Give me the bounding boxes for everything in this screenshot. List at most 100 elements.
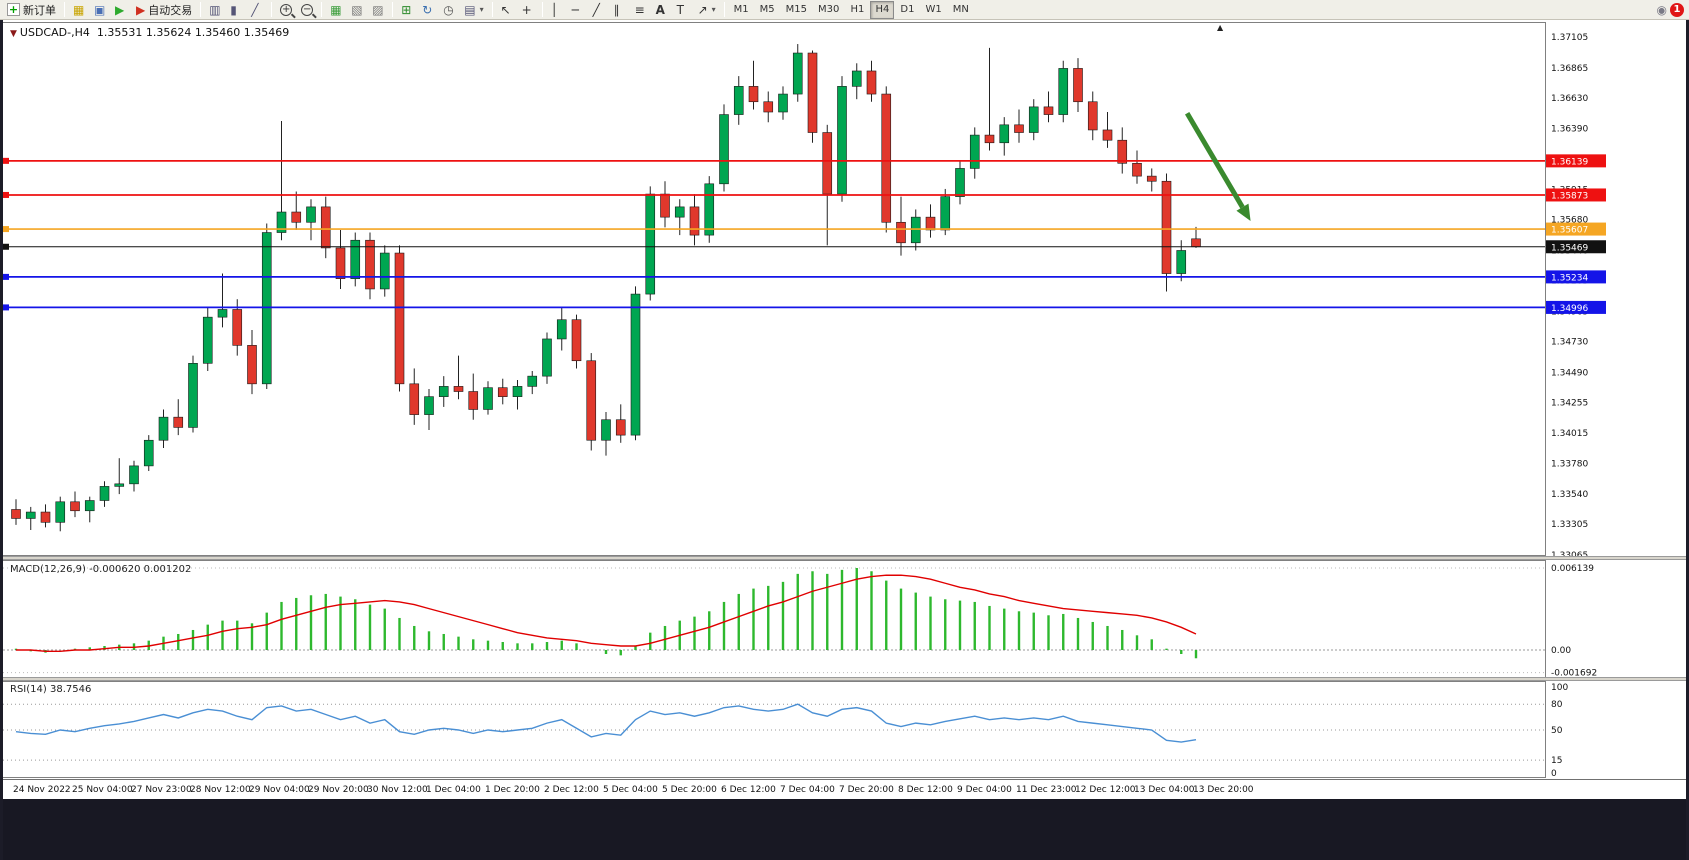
bull-candle [719,114,729,185]
crosshair-icon: + [521,2,532,17]
trendline-tool-button[interactable]: ╱ [589,1,609,19]
zoom-out-button[interactable]: − [297,1,317,19]
candle-chart-button[interactable]: ▮ [226,1,246,19]
timeframe-M30[interactable]: M30 [813,1,844,19]
refresh-icon: ↻ [422,2,433,17]
bar-chart-button[interactable]: ▥ [205,1,225,19]
annotation-arrow-shaft[interactable] [1184,112,1245,209]
time-axis-label: 7 Dec 20:00 [839,785,894,795]
vertical-line-tool-button[interactable]: │ [547,1,567,19]
timeframe-MN[interactable]: MN [948,1,974,19]
line-chart-button[interactable]: ╱ [247,1,267,19]
price-axis-label: 1.33065 [1551,551,1588,558]
rsi-axis-label: 50 [1551,726,1563,736]
tile-windows-button[interactable]: ▦ [326,1,346,19]
arrange-windows-icon: ▨ [372,2,384,17]
bull-candle [424,396,434,415]
zoom-in-button[interactable]: + [276,1,296,19]
bull-candle [84,500,95,512]
auto-trading-button[interactable]: ▶ 自动交易 [132,1,196,19]
bull-candle [645,193,656,295]
time-axis-label: 24 Nov 2022 [13,785,71,795]
algo-play-button[interactable]: ▶ [111,1,131,19]
toolbar-separator [200,2,202,17]
main-chart-canvas[interactable]: 1.371051.368651.366301.363901.361551.359… [2,22,1687,558]
line-anchor [3,226,9,233]
channel-tool-button[interactable]: ∥ [610,1,630,19]
rsi-axis-label: 100 [1551,683,1568,693]
period-button[interactable]: ◷ [439,1,459,19]
rsi-axis-label: 80 [1551,700,1563,710]
cursor-tool-button[interactable]: ↖ [497,1,517,19]
macd-canvas[interactable]: 0.006139 0.00 -0.001692 [2,560,1687,680]
quotes-button[interactable]: ▦ [69,1,89,19]
timeframe-D1[interactable]: D1 [895,1,919,19]
bear-candle [173,416,184,428]
channel-icon: ∥ [613,2,620,17]
macd-name: MACD(12,26,9) [10,564,86,575]
price-tag [1546,240,1606,254]
notification-badge[interactable]: 1 [1670,2,1684,17]
fibonacci-tool-button[interactable]: ≡ [631,1,651,19]
bear-candle [822,132,833,195]
chevron-down-icon: ▾ [479,5,484,14]
bear-candle [394,252,405,385]
annotation-arrow-head[interactable] [1236,203,1251,221]
label-tool-button[interactable]: T [673,1,693,19]
pane-divider[interactable] [0,677,1689,681]
cascade-windows-button[interactable]: ▧ [347,1,367,19]
bear-candle [1161,180,1172,274]
timeframe-H1[interactable]: H1 [845,1,869,19]
refresh-button[interactable]: ↻ [418,1,438,19]
time-axis-label: 27 Nov 23:00 [131,785,192,795]
price-axis-label: 1.36630 [1551,94,1588,104]
timeframe-M5[interactable]: M5 [755,1,780,19]
templates-button[interactable]: ▤ ▾ [460,1,487,19]
price-tag [1546,188,1606,202]
bull-candle [601,419,611,441]
bull-candle [114,483,125,487]
window-bottom [0,799,1689,860]
auto-trading-label: 自动交易 [148,3,193,17]
arrange-windows-button[interactable]: ▨ [368,1,388,19]
chart-window: 1.371051.368651.366301.363901.361551.359… [0,20,1689,860]
arrow-shape-icon: ↗ [697,2,708,17]
shapes-tool-button[interactable]: ↗ ▾ [694,1,720,19]
price-axis-label: 1.34255 [1551,398,1588,408]
new-order-button[interactable]: + 新订单 [3,1,60,19]
text-tool-button[interactable]: A [652,1,672,19]
bear-candle [660,193,670,218]
toolbar-separator [491,2,493,17]
time-axis-label: 28 Nov 12:00 [190,785,251,795]
bear-candle [1087,101,1098,131]
bear-candle [689,206,700,236]
notification-icon[interactable]: ◉ [1656,2,1667,17]
bear-candle [571,319,582,362]
timeframe-M1[interactable]: M1 [729,1,754,19]
horizontal-line-tool-button[interactable]: ─ [568,1,588,19]
price-axis-label: 1.33540 [1551,490,1588,500]
market-depth-button[interactable]: ▣ [90,1,110,19]
bear-candle [453,386,464,392]
time-axis[interactable]: 24 Nov 2022 25 Nov 04:00 27 Nov 23:00 28 No… [0,779,1689,799]
timeframe-M15[interactable]: M15 [781,1,812,19]
bull-candle [704,183,715,236]
bear-candle [984,134,995,144]
time-axis-label: 1 Dec 04:00 [426,785,481,795]
bear-candle [925,216,936,231]
new-order-icon: + [7,3,20,16]
bull-candle [306,206,316,223]
timeframe-W1[interactable]: W1 [920,1,946,19]
bull-candle [1176,250,1187,274]
rsi-canvas[interactable]: 100 80 50 15 0 [2,681,1687,779]
chart-shift-marker[interactable]: ▲ [1217,23,1224,32]
macd-plot-border [2,560,1546,678]
timeframe-group: M1 M5 M15 M30 H1 H4 D1 W1 MN [729,0,974,19]
crosshair-tool-button[interactable]: + [518,1,538,19]
pane-divider[interactable] [0,556,1689,560]
timeframe-H4[interactable]: H4 [870,0,895,19]
toolbar-separator [321,2,323,17]
time-axis-label: 11 Dec 23:00 [1016,785,1077,795]
add-indicator-button[interactable]: ⊞ [397,1,417,19]
bear-candle [497,387,508,397]
